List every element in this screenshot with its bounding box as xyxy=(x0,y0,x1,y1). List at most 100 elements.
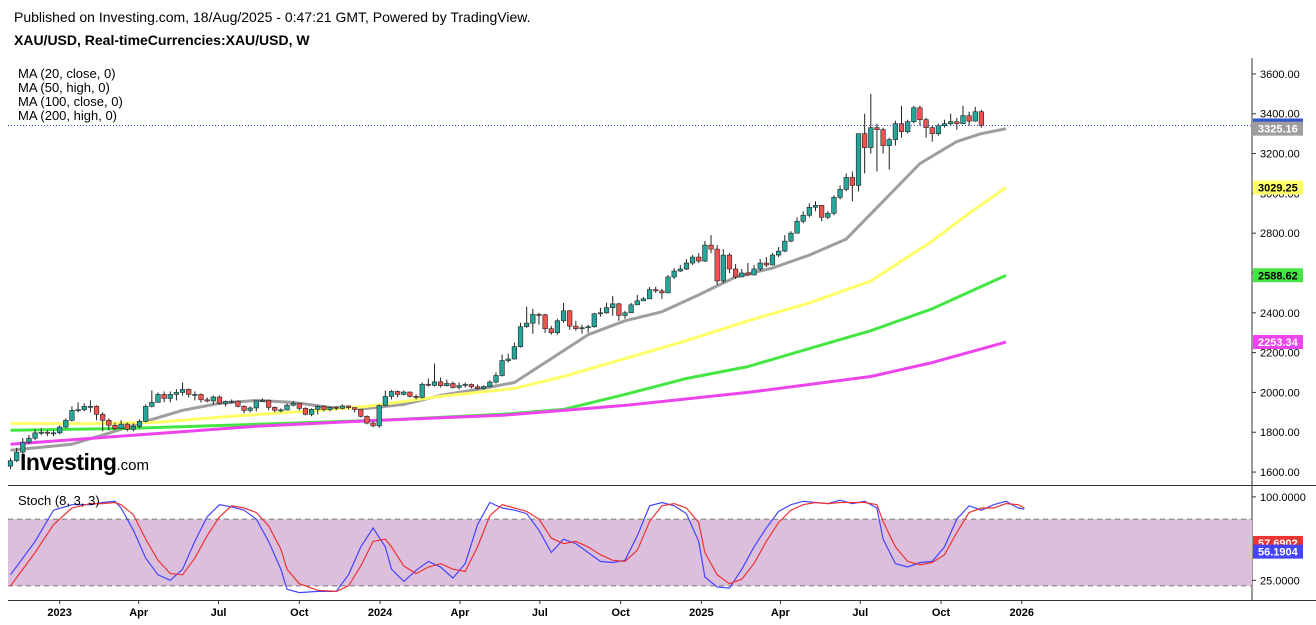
candle xyxy=(339,404,345,410)
candle-body xyxy=(302,408,309,415)
candle xyxy=(763,257,769,268)
candle-body xyxy=(677,268,683,272)
candle-body xyxy=(579,327,585,330)
candle xyxy=(118,420,124,430)
candle xyxy=(548,325,554,335)
candle xyxy=(272,406,278,413)
candle xyxy=(364,415,370,425)
candle xyxy=(425,378,431,387)
candle-body xyxy=(905,121,911,132)
candle-body xyxy=(20,441,26,453)
candle xyxy=(229,399,235,404)
candle-body xyxy=(843,177,849,190)
candle xyxy=(395,390,401,398)
candle-body xyxy=(542,314,548,330)
candle xyxy=(714,245,720,285)
candle xyxy=(32,429,38,441)
investing-logo: Investing.com xyxy=(20,449,149,476)
x-tick-label: 2024 xyxy=(368,607,393,619)
candle-body xyxy=(155,394,161,403)
candle xyxy=(216,395,223,405)
ma-tag-3-bg xyxy=(1253,334,1303,349)
candle-body xyxy=(382,396,388,406)
candle xyxy=(456,382,462,390)
candle xyxy=(136,419,143,429)
candle xyxy=(733,264,739,279)
candle xyxy=(376,404,382,428)
candle xyxy=(382,390,388,407)
candle xyxy=(517,322,524,348)
candle-body xyxy=(874,127,880,130)
candle-body xyxy=(640,298,647,302)
stoch-d-line xyxy=(10,501,1025,593)
candle-body xyxy=(769,254,776,266)
ma-tag-2-text: 2588.62 xyxy=(1258,270,1298,282)
candle-body xyxy=(136,420,143,427)
candle-body xyxy=(44,431,50,434)
candle-body xyxy=(57,426,63,434)
candle-body xyxy=(481,386,487,389)
candle xyxy=(573,320,579,331)
candle xyxy=(100,412,106,432)
candle xyxy=(616,302,622,321)
candle xyxy=(57,425,63,435)
candle-body xyxy=(259,400,266,402)
candle-body xyxy=(745,272,751,276)
candle-body xyxy=(806,206,812,216)
ma-tag-0-text: 3325.16 xyxy=(1258,124,1298,136)
y-tick-label: 3600.00 xyxy=(1260,69,1300,81)
candle-body xyxy=(124,423,130,430)
candle xyxy=(487,380,493,388)
candle xyxy=(696,253,702,264)
symbol-title: XAU/USD, Real-timeCurrencies:XAU/USD, W xyxy=(14,32,310,48)
candle-body xyxy=(364,416,370,424)
candle xyxy=(419,382,425,399)
candle-body xyxy=(75,409,81,412)
candle-body xyxy=(462,384,468,386)
candle-body xyxy=(407,391,413,397)
candle-body xyxy=(210,396,216,402)
candle xyxy=(296,402,302,411)
candle-body xyxy=(81,406,87,411)
candle xyxy=(653,286,659,293)
ma-tag-1: 3029.25 xyxy=(1253,180,1303,195)
candle-body xyxy=(560,310,567,322)
candle xyxy=(622,310,628,319)
candle xyxy=(530,308,536,334)
candle-body xyxy=(776,250,782,256)
candle-body xyxy=(849,177,855,186)
candle xyxy=(388,390,395,400)
candle-body xyxy=(886,139,892,146)
ma50-label: MA (50, high, 0) xyxy=(18,80,110,95)
candle xyxy=(309,408,315,417)
candle xyxy=(302,407,309,416)
candle xyxy=(751,265,757,276)
ma20-label: MA (20, close, 0) xyxy=(18,66,116,81)
candle-body xyxy=(646,289,653,300)
candle-body xyxy=(112,424,118,429)
publish-info: Published on Investing.com, 18/Aug/2025 … xyxy=(14,9,531,25)
candle xyxy=(241,405,247,414)
candle xyxy=(782,235,788,253)
candle-body xyxy=(616,303,622,316)
candle-body xyxy=(376,405,382,427)
candle-body xyxy=(517,326,524,347)
candle xyxy=(352,407,358,413)
candle xyxy=(444,379,450,387)
candle-body xyxy=(536,314,542,316)
candle-body xyxy=(671,270,677,278)
candle-body xyxy=(284,404,290,411)
candle-body xyxy=(290,403,296,406)
candle-body xyxy=(493,375,499,383)
candle-body xyxy=(524,322,530,328)
candle xyxy=(831,195,837,216)
candle-body xyxy=(702,244,708,262)
candle xyxy=(708,235,714,254)
y-tick-label: 3400.00 xyxy=(1260,109,1300,121)
candle xyxy=(44,430,50,437)
candle-body xyxy=(763,262,769,266)
candle-body xyxy=(419,383,425,398)
candle xyxy=(585,324,591,333)
candle-body xyxy=(395,391,401,395)
